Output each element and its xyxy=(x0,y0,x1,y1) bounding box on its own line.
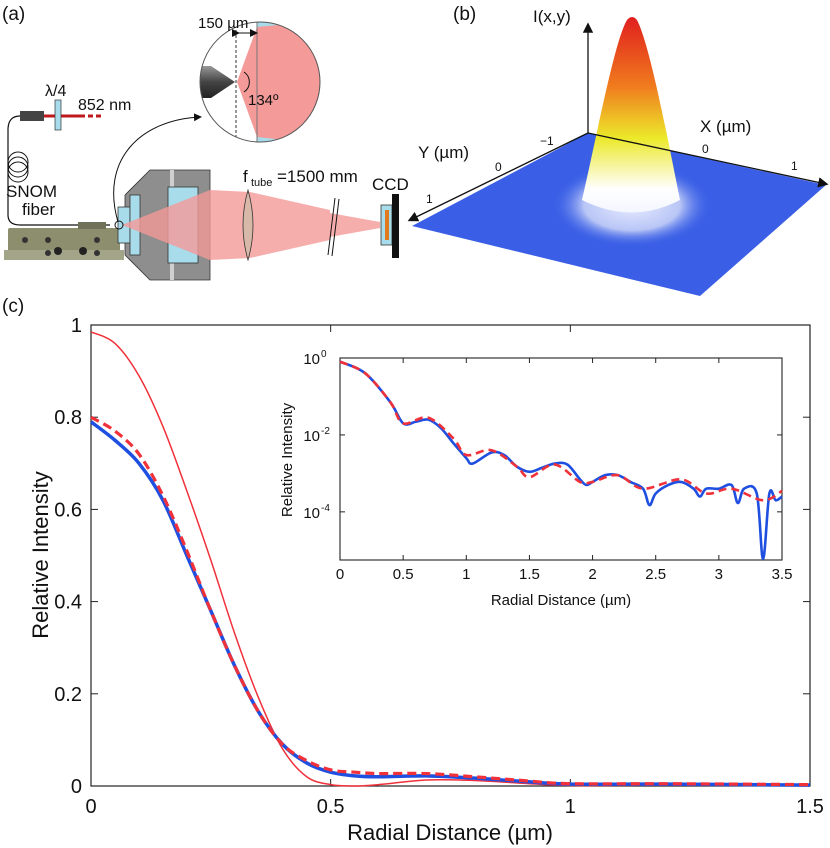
panel-b-surface-plot: (b) I(x,y) X (µm) Y (µm) 0 1 −1 0 1 xyxy=(407,4,829,296)
inset-y-axis-label: Relative Intensity xyxy=(279,402,296,517)
panel-a-schematic: (a) λ/4 852 nm SNOM fiber xyxy=(2,4,409,281)
x-axis-label: X (µm) xyxy=(700,117,751,136)
inset-x-tick-label: 0 xyxy=(336,566,344,583)
inset-x-tick-label: 1.5 xyxy=(519,566,540,583)
inset-y-tick-base: 10 xyxy=(303,428,320,445)
main-x-tick-label: 1 xyxy=(565,796,576,818)
fiber-coil xyxy=(7,151,29,183)
x-tick-0: 0 xyxy=(702,142,709,156)
panel-b-label: (b) xyxy=(453,4,476,25)
x-axis xyxy=(587,132,829,188)
main-y-tick-label: 0.8 xyxy=(54,407,82,429)
inset-x-axis-label: Radial Distance (µm) xyxy=(491,592,631,609)
translation-stage xyxy=(4,222,124,260)
inset-x-tick-label: 3.5 xyxy=(772,566,793,583)
fiber-connector xyxy=(20,111,44,121)
tube-focal-value: =1500 mm xyxy=(277,167,358,186)
panel-c-label: (c) xyxy=(2,296,24,317)
y-tick-0: 0 xyxy=(495,160,502,174)
waveplate xyxy=(54,99,62,131)
wavelength-label: 852 nm xyxy=(78,97,131,114)
optical-fiber xyxy=(7,115,110,226)
x-tick-1: 1 xyxy=(791,159,798,173)
inset-y-tick-exp: 0 xyxy=(321,349,327,360)
main-x-tick-label: 1.5 xyxy=(796,796,824,818)
tube-focal-f: f xyxy=(243,167,248,186)
main-y-axis-label: Relative Intensity xyxy=(28,471,53,639)
light-beam-focus xyxy=(330,213,380,237)
tube-lens xyxy=(242,188,254,262)
ccd-camera xyxy=(380,194,399,258)
inset-plot-frame xyxy=(339,357,783,561)
main-y-tick-label: 1 xyxy=(71,315,82,337)
inset-y-tick-exp: -2 xyxy=(321,426,330,437)
inset-y-tick-base: 10 xyxy=(303,505,320,522)
main-y-tick-label: 0 xyxy=(71,776,82,798)
inset-series-thick-dashed-red xyxy=(339,360,783,502)
main-series-thick-dashed-red xyxy=(90,415,811,787)
inset-y-tick-exp: -4 xyxy=(321,503,330,514)
y-axis-label: Y (µm) xyxy=(418,143,469,162)
main-radial-profile-chart: 0 0.5 1 1.5 0 0.2 0.4 0.6 0.8 1 Radial Distance (… xyxy=(28,315,824,845)
main-series-thick-solid-blue xyxy=(89,420,811,787)
main-x-tick-label: 0 xyxy=(85,796,96,818)
inset-y-tick-base: 10 xyxy=(303,351,320,368)
y-tick-neg1: −1 xyxy=(540,134,554,148)
inset-series-thick-solid-blue xyxy=(339,360,783,561)
light-beam xyxy=(122,190,330,260)
tube-focal-sub: tube xyxy=(251,177,272,189)
angle-label: 134º xyxy=(248,92,279,109)
y-tick-1: 1 xyxy=(426,192,433,206)
main-x-axis-label: Radial Distance (µm) xyxy=(347,820,553,845)
fiber-label-line1: SNOM xyxy=(6,182,57,201)
fiber-label-line2: fiber xyxy=(22,200,55,219)
inset-x-tick-label: 1 xyxy=(462,566,470,583)
panel-a-label: (a) xyxy=(2,4,25,25)
z-axis-label: I(x,y) xyxy=(533,7,571,26)
tip-zoom-inset: 150 µm 134º xyxy=(198,15,321,143)
gap-label: 150 µm xyxy=(198,15,248,32)
main-plot-frame xyxy=(90,324,811,787)
main-y-tick-label: 0.4 xyxy=(54,592,82,614)
inset-x-tick-label: 3 xyxy=(715,566,723,583)
zoom-arrow xyxy=(113,113,202,223)
main-x-tick-label: 0.5 xyxy=(317,796,345,818)
intensity-peak xyxy=(582,17,680,213)
inset-x-tick-label: 0.5 xyxy=(393,566,414,583)
waveplate-label: λ/4 xyxy=(45,83,66,100)
inset-x-tick-label: 2.5 xyxy=(645,566,666,583)
inset-x-tick-label: 2 xyxy=(588,566,596,583)
main-y-tick-label: 0.2 xyxy=(54,684,82,706)
y-axis xyxy=(407,132,589,222)
ccd-label: CCD xyxy=(372,175,409,194)
main-y-tick-label: 0.6 xyxy=(54,499,82,521)
